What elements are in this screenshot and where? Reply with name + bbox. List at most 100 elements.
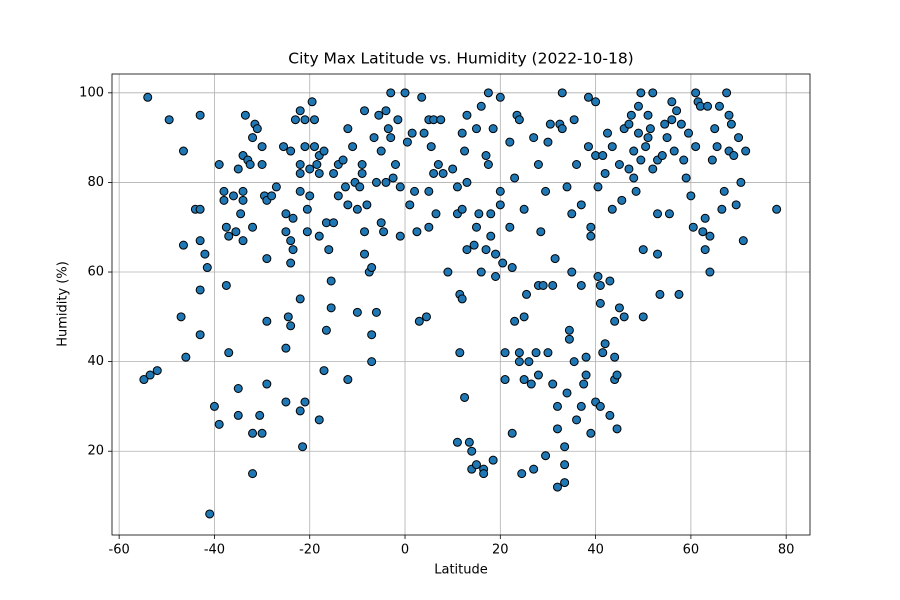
scatter-point bbox=[164, 115, 174, 125]
scatter-point bbox=[633, 128, 643, 138]
scatter-point bbox=[476, 267, 486, 277]
scatter-point bbox=[429, 168, 439, 178]
scatter-point bbox=[645, 124, 655, 134]
scatter-point bbox=[529, 464, 539, 474]
scatter-point bbox=[741, 146, 751, 156]
scatter-point bbox=[381, 177, 391, 187]
scatter-point bbox=[522, 289, 532, 299]
scatter-point bbox=[257, 428, 267, 438]
scatter-point bbox=[688, 222, 698, 232]
scatter-point bbox=[176, 312, 186, 322]
plot-frame bbox=[111, 73, 811, 536]
scatter-point bbox=[245, 159, 255, 169]
scatter-point bbox=[505, 137, 515, 147]
scatter-point bbox=[329, 168, 339, 178]
scatter-point bbox=[576, 200, 586, 210]
scatter-point bbox=[309, 115, 319, 125]
scatter-point bbox=[533, 159, 543, 169]
scatter-point bbox=[707, 155, 717, 165]
scatter-point bbox=[526, 379, 536, 389]
scatter-point bbox=[548, 379, 558, 389]
scatter-point bbox=[591, 97, 601, 107]
scatter-point bbox=[507, 263, 517, 273]
scatter-point bbox=[636, 88, 646, 98]
scatter-point bbox=[552, 401, 562, 411]
scatter-point bbox=[624, 119, 634, 129]
scatter-point bbox=[343, 375, 353, 385]
scatter-point bbox=[295, 186, 305, 196]
scatter-point bbox=[257, 142, 267, 152]
y-tick-label: 40 bbox=[87, 354, 104, 369]
scatter-point bbox=[705, 231, 715, 241]
scatter-point bbox=[517, 469, 527, 479]
scatter-point bbox=[298, 442, 308, 452]
scatter-point bbox=[195, 110, 205, 120]
scatter-point bbox=[610, 316, 620, 326]
scatter-point bbox=[271, 182, 281, 192]
scatter-point bbox=[319, 366, 329, 376]
scatter-point bbox=[486, 231, 496, 241]
scatter-point bbox=[500, 375, 510, 385]
scatter-point bbox=[507, 428, 517, 438]
x-tick-label: 60 bbox=[683, 543, 700, 558]
chart-title: City Max Latitude vs. Humidity (2022-10-… bbox=[288, 50, 633, 68]
scatter-point bbox=[629, 146, 639, 156]
x-tick-label: 80 bbox=[778, 543, 795, 558]
scatter-point bbox=[552, 424, 562, 434]
scatter-point bbox=[600, 168, 610, 178]
scatter-point bbox=[309, 142, 319, 152]
scatter-point bbox=[679, 155, 689, 165]
scatter-point bbox=[729, 151, 739, 161]
scatter-point bbox=[614, 159, 624, 169]
scatter-point bbox=[538, 280, 548, 290]
scatter-point bbox=[569, 115, 579, 125]
scatter-point bbox=[314, 231, 324, 241]
scatter-point bbox=[586, 231, 596, 241]
scatter-point bbox=[326, 303, 336, 313]
scatter-point bbox=[319, 146, 329, 156]
scatter-point bbox=[486, 209, 496, 219]
scatter-point bbox=[600, 339, 610, 349]
scatter-point bbox=[371, 307, 381, 317]
scatter-point bbox=[281, 227, 291, 237]
scatter-point bbox=[557, 88, 567, 98]
scatter-point bbox=[605, 410, 615, 420]
scatter-point bbox=[586, 428, 596, 438]
scatter-point bbox=[581, 370, 591, 380]
scatter-point bbox=[367, 263, 377, 273]
scatter-point bbox=[474, 209, 484, 219]
scatter-point bbox=[281, 209, 291, 219]
scatter-point bbox=[248, 469, 258, 479]
scatter-point bbox=[240, 110, 250, 120]
y-tick-label: 80 bbox=[87, 175, 104, 190]
scatter-point bbox=[734, 133, 744, 143]
x-tick-label: 20 bbox=[492, 543, 509, 558]
scatter-point bbox=[233, 384, 243, 394]
scatter-point bbox=[533, 370, 543, 380]
scatter-point bbox=[360, 227, 370, 237]
scatter-point bbox=[705, 267, 715, 277]
scatter-point bbox=[545, 119, 555, 129]
scatter-point bbox=[221, 222, 231, 232]
scatter-point bbox=[719, 186, 729, 196]
scatter-point bbox=[612, 424, 622, 434]
scatter-point bbox=[562, 388, 572, 398]
scatter-point bbox=[202, 263, 212, 273]
scatter-point bbox=[488, 124, 498, 134]
scatter-point bbox=[295, 294, 305, 304]
scatter-point bbox=[576, 280, 586, 290]
scatter-point bbox=[607, 142, 617, 152]
scatter-point bbox=[505, 222, 515, 232]
scatter-point bbox=[619, 312, 629, 322]
scatter-point bbox=[572, 159, 582, 169]
scatter-point bbox=[288, 245, 298, 255]
scatter-point bbox=[524, 357, 534, 367]
scatter-point bbox=[726, 119, 736, 129]
scatter-point bbox=[395, 182, 405, 192]
scatter-point bbox=[281, 397, 291, 407]
scatter-point bbox=[314, 168, 324, 178]
scatter-point bbox=[495, 186, 505, 196]
scatter-point bbox=[564, 334, 574, 344]
scatter-point bbox=[219, 186, 229, 196]
